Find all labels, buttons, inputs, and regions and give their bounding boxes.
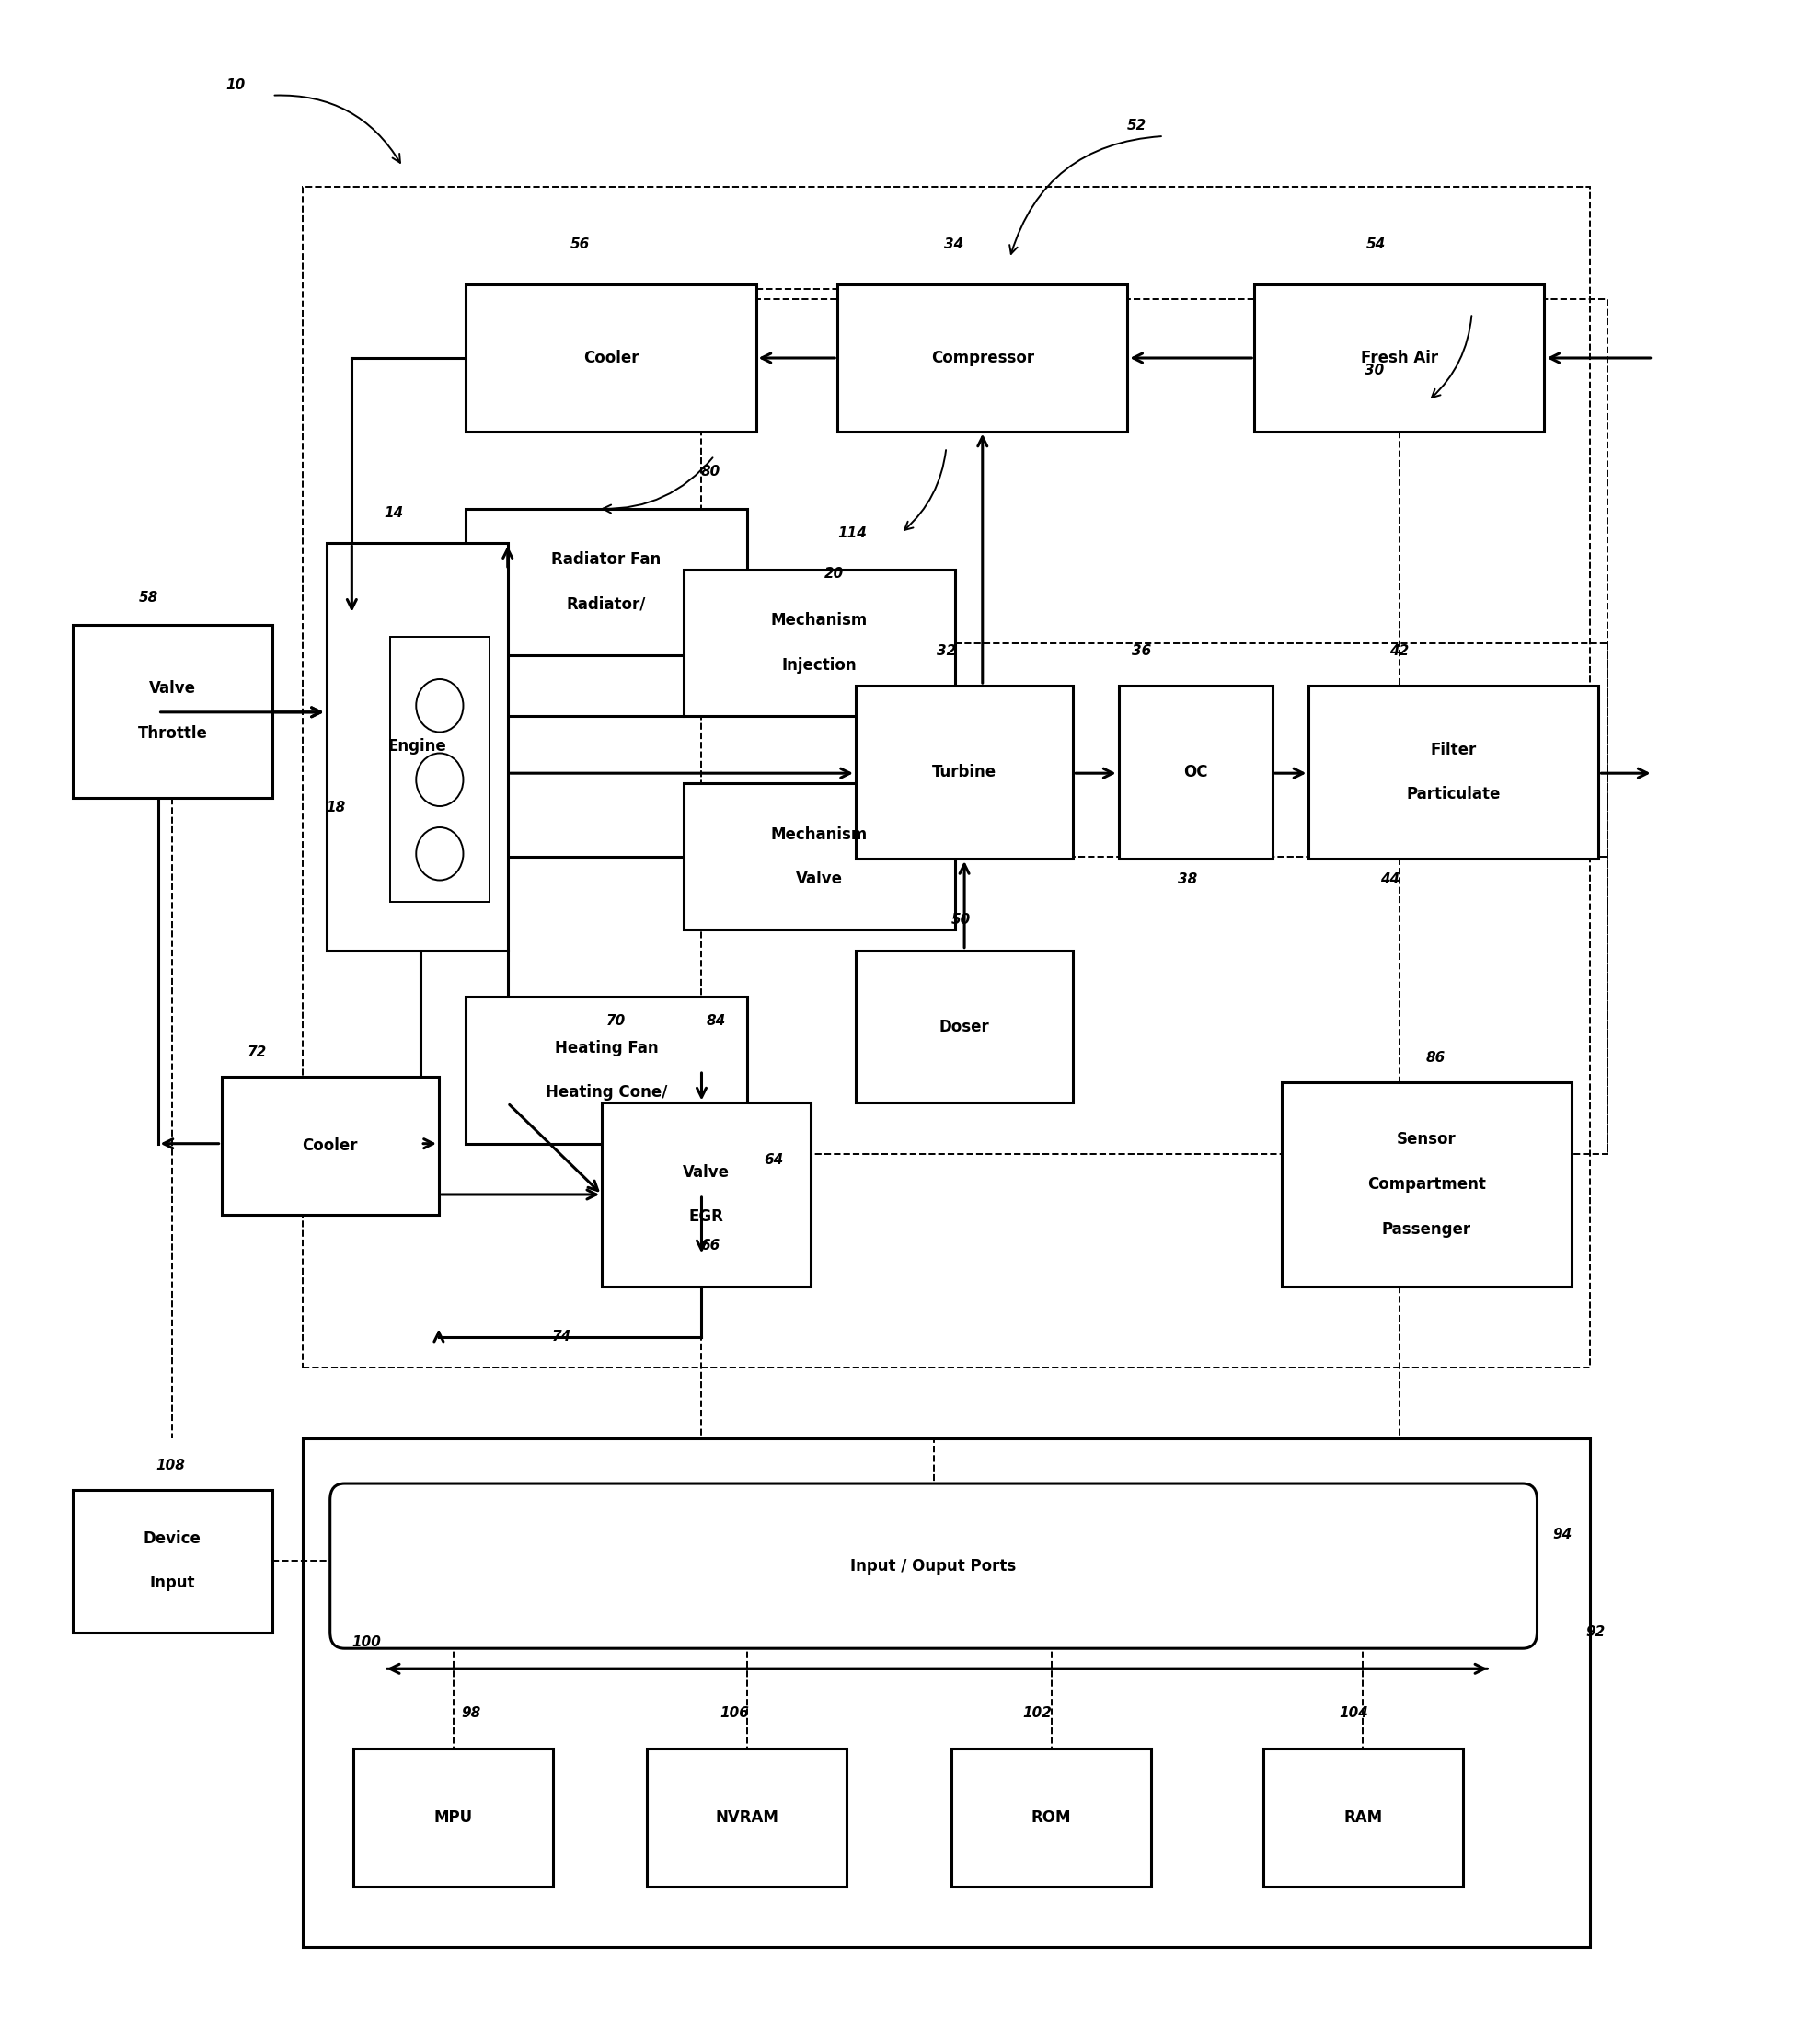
Text: 32: 32: [937, 644, 956, 658]
Text: Input / Ouput Ports: Input / Ouput Ports: [850, 1557, 1017, 1575]
Text: 114: 114: [837, 527, 866, 539]
Text: Device: Device: [144, 1530, 202, 1547]
Text: 84: 84: [706, 1015, 726, 1028]
Text: Cooler: Cooler: [582, 349, 639, 366]
Text: 42: 42: [1389, 644, 1409, 658]
Text: Valve: Valve: [149, 680, 197, 697]
FancyBboxPatch shape: [602, 1103, 810, 1287]
Text: Valve: Valve: [795, 870, 843, 887]
FancyBboxPatch shape: [1281, 1083, 1571, 1287]
Text: 98: 98: [462, 1706, 480, 1720]
Text: 54: 54: [1367, 237, 1385, 251]
FancyBboxPatch shape: [73, 1489, 271, 1632]
Text: EGR: EGR: [688, 1209, 724, 1226]
Text: 30: 30: [1365, 364, 1383, 378]
Text: 92: 92: [1585, 1624, 1605, 1638]
Text: ROM: ROM: [1032, 1808, 1072, 1826]
FancyBboxPatch shape: [952, 1749, 1150, 1886]
Text: Particulate: Particulate: [1407, 787, 1502, 803]
FancyBboxPatch shape: [389, 637, 490, 901]
Text: Turbine: Turbine: [932, 764, 997, 780]
Text: 108: 108: [157, 1459, 186, 1473]
Text: 70: 70: [606, 1015, 626, 1028]
FancyBboxPatch shape: [326, 543, 508, 950]
Text: MPU: MPU: [433, 1808, 473, 1826]
FancyBboxPatch shape: [684, 570, 956, 717]
Text: 50: 50: [952, 913, 970, 928]
FancyBboxPatch shape: [855, 950, 1074, 1103]
Text: 106: 106: [719, 1706, 748, 1720]
FancyBboxPatch shape: [684, 782, 956, 930]
Text: 44: 44: [1381, 872, 1400, 887]
Text: 34: 34: [945, 237, 963, 251]
Text: Heating Fan: Heating Fan: [555, 1040, 659, 1056]
FancyBboxPatch shape: [1309, 686, 1598, 858]
Text: Passenger: Passenger: [1381, 1222, 1471, 1238]
Text: Compressor: Compressor: [930, 349, 1034, 366]
FancyBboxPatch shape: [222, 1077, 439, 1216]
Text: Filter: Filter: [1431, 742, 1476, 758]
Text: Fresh Air: Fresh Air: [1361, 349, 1438, 366]
FancyBboxPatch shape: [466, 509, 746, 656]
FancyBboxPatch shape: [73, 625, 271, 797]
Text: 102: 102: [1023, 1706, 1052, 1720]
FancyBboxPatch shape: [837, 284, 1127, 431]
Text: 86: 86: [1425, 1052, 1445, 1064]
FancyBboxPatch shape: [855, 686, 1074, 858]
Text: 36: 36: [1132, 644, 1152, 658]
Text: 18: 18: [326, 801, 346, 815]
Text: Throttle: Throttle: [138, 725, 207, 742]
Text: Sensor: Sensor: [1396, 1132, 1456, 1148]
Text: 58: 58: [138, 590, 158, 605]
FancyBboxPatch shape: [1263, 1749, 1463, 1886]
Text: 80: 80: [701, 466, 721, 478]
Text: Valve: Valve: [682, 1165, 730, 1181]
Text: 38: 38: [1178, 872, 1198, 887]
Text: 56: 56: [570, 237, 590, 251]
Text: OC: OC: [1183, 764, 1208, 780]
FancyBboxPatch shape: [1254, 284, 1545, 431]
Text: 72: 72: [248, 1046, 268, 1058]
Text: 14: 14: [384, 507, 404, 519]
Text: Engine: Engine: [388, 738, 446, 756]
FancyBboxPatch shape: [466, 997, 746, 1144]
Text: Cooler: Cooler: [302, 1138, 359, 1154]
FancyBboxPatch shape: [329, 1483, 1538, 1649]
FancyBboxPatch shape: [648, 1749, 846, 1886]
Text: 52: 52: [1127, 118, 1147, 133]
Text: 104: 104: [1340, 1706, 1369, 1720]
FancyBboxPatch shape: [353, 1749, 553, 1886]
FancyBboxPatch shape: [466, 284, 755, 431]
FancyBboxPatch shape: [1119, 686, 1272, 858]
Text: 20: 20: [824, 566, 844, 580]
Text: Mechanism: Mechanism: [772, 613, 868, 629]
Text: Injection: Injection: [783, 658, 857, 674]
Text: Heating Cone/: Heating Cone/: [546, 1085, 668, 1101]
Text: Radiator Fan: Radiator Fan: [551, 552, 661, 568]
Text: RAM: RAM: [1343, 1808, 1383, 1826]
Text: 74: 74: [551, 1330, 571, 1344]
Text: NVRAM: NVRAM: [715, 1808, 779, 1826]
Text: 94: 94: [1552, 1528, 1572, 1540]
Text: Radiator/: Radiator/: [566, 597, 646, 613]
Text: Doser: Doser: [939, 1017, 990, 1036]
Text: 10: 10: [226, 78, 246, 92]
Text: 66: 66: [701, 1238, 721, 1252]
Text: Mechanism: Mechanism: [772, 825, 868, 842]
Text: 64: 64: [764, 1152, 784, 1167]
Text: Input: Input: [149, 1575, 195, 1591]
Text: Compartment: Compartment: [1367, 1177, 1485, 1193]
Text: 100: 100: [351, 1634, 380, 1649]
